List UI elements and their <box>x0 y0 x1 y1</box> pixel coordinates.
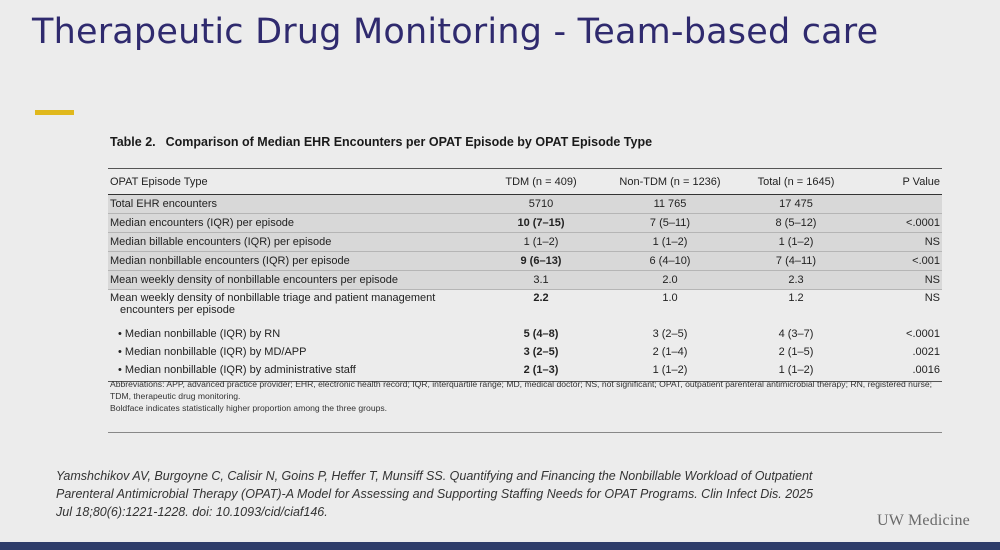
row-label: • Median nonbillable (IQR) by MD/APP <box>118 346 307 358</box>
cell-non-tdm: 1 (1–2) <box>652 364 688 376</box>
cell-tdm: 3 (2–5) <box>523 346 559 358</box>
cell-p-value: NS <box>856 270 942 290</box>
cell-tdm: 10 (7–15) <box>478 213 604 233</box>
cell-total: 2.3 <box>736 270 856 290</box>
header-tdm: TDM (n = 409) <box>478 168 604 195</box>
citation: Yamshchikov AV, Burgoyne C, Calisir N, G… <box>56 467 856 521</box>
cell-non-tdm: 6 (4–10) <box>604 251 736 271</box>
cell-tdm: 5710 <box>478 194 604 214</box>
row-label: • Median nonbillable (IQR) by RN <box>118 328 281 340</box>
accent-bar <box>35 110 74 115</box>
header-non-tdm: Non-TDM (n = 1236) <box>604 168 736 195</box>
cell-p-value: <.001 <box>856 251 942 271</box>
cell-total: 17 475 <box>736 194 856 214</box>
row-label-line1: Mean weekly density of nonbillable triag… <box>110 292 436 304</box>
citation-line: Yamshchikov AV, Burgoyne C, Calisir N, G… <box>56 469 813 483</box>
footnote-divider <box>108 432 942 433</box>
table-row: Total EHR encounters 5710 11 765 17 475 <box>108 194 942 214</box>
cell-total: 4 (3–7) <box>778 328 814 340</box>
slide-title: Therapeutic Drug Monitoring - Team-based… <box>32 12 879 52</box>
cell-non-tdm: 3 (2–5) <box>652 328 688 340</box>
cell-p-value: NS <box>924 292 940 304</box>
comparison-table: OPAT Episode Type TDM (n = 409) Non-TDM … <box>108 168 942 382</box>
cell-non-tdm: 1 (1–2) <box>604 232 736 252</box>
row-label: Median encounters (IQR) per episode <box>108 213 478 233</box>
row-label: Median billable encounters (IQR) per epi… <box>108 232 478 252</box>
table-row: • Median nonbillable (IQR) by RN 5 (4–8)… <box>108 325 942 343</box>
table-row: Median encounters (IQR) per episode 10 (… <box>108 213 942 233</box>
cell-non-tdm: 11 765 <box>604 194 736 214</box>
cell-total: 2 (1–5) <box>778 346 814 358</box>
row-label: Mean weekly density of nonbillable encou… <box>108 270 478 290</box>
cell-non-tdm: 7 (5–11) <box>604 213 736 233</box>
table-footnotes: Abbreviations: APP, advanced practice pr… <box>110 378 946 414</box>
cell-p-value: .0016 <box>912 364 940 376</box>
table-title: Table 2. Comparison of Median EHR Encount… <box>110 135 652 149</box>
table-row: Mean weekly density of nonbillable encou… <box>108 270 942 290</box>
citation-line: Parenteral Antimicrobial Therapy (OPAT)-… <box>56 487 814 501</box>
cell-tdm: 2 (1–3) <box>523 364 559 376</box>
row-label: Mean weekly density of nonbillable triag… <box>108 290 478 326</box>
row-label: Total EHR encounters <box>108 194 478 214</box>
cell-tdm: 9 (6–13) <box>478 251 604 271</box>
table-header-row: OPAT Episode Type TDM (n = 409) Non-TDM … <box>108 168 942 195</box>
table-row: • Median nonbillable (IQR) by MD/APP 3 (… <box>108 343 942 361</box>
table-row: Median billable encounters (IQR) per epi… <box>108 232 942 252</box>
header-p-value: P Value <box>856 168 942 195</box>
cell-non-tdm: 2 (1–4) <box>652 346 688 358</box>
row-label: • Median nonbillable (IQR) by administra… <box>118 364 356 376</box>
cell-tdm: 2.2 <box>533 292 549 304</box>
cell-p-value: <.0001 <box>856 213 942 233</box>
cell-total: 8 (5–12) <box>736 213 856 233</box>
cell-p-value: .0021 <box>912 346 940 358</box>
row-label: Median nonbillable encounters (IQR) per … <box>108 251 478 271</box>
cell-total: 1 (1–2) <box>736 232 856 252</box>
footnote-boldface: Boldface indicates statistically higher … <box>110 403 388 413</box>
cell-non-tdm: 1.0 <box>662 292 678 304</box>
bottom-band <box>0 542 1000 550</box>
table-row: Mean weekly density of nonbillable triag… <box>108 290 942 326</box>
table-caption: Comparison of Median EHR Encounters per … <box>165 135 653 149</box>
cell-non-tdm: 2.0 <box>604 270 736 290</box>
cell-tdm: 3.1 <box>478 270 604 290</box>
table-row: • Median nonbillable (IQR) by administra… <box>108 361 942 382</box>
cell-p-value: NS <box>856 232 942 252</box>
cell-p-value: <.0001 <box>906 328 940 340</box>
header-total: Total (n = 1645) <box>736 168 856 195</box>
header-episode-type: OPAT Episode Type <box>108 168 478 195</box>
footnote-abbreviations: Abbreviations: APP, advanced practice pr… <box>110 379 933 401</box>
table-label: Table 2. <box>110 135 156 149</box>
row-label-line2: encounters per episode <box>120 304 235 316</box>
cell-total: 1 (1–2) <box>778 364 814 376</box>
cell-p-value <box>856 194 942 214</box>
citation-line: Jul 18;80(6):1221-1228. doi: 10.1093/cid… <box>56 505 328 519</box>
cell-tdm: 1 (1–2) <box>478 232 604 252</box>
uw-medicine-logo: UW Medicine <box>877 512 970 529</box>
cell-tdm: 5 (4–8) <box>523 328 559 340</box>
cell-total: 1.2 <box>788 292 804 304</box>
cell-total: 7 (4–11) <box>736 251 856 271</box>
table-row: Median nonbillable encounters (IQR) per … <box>108 251 942 271</box>
